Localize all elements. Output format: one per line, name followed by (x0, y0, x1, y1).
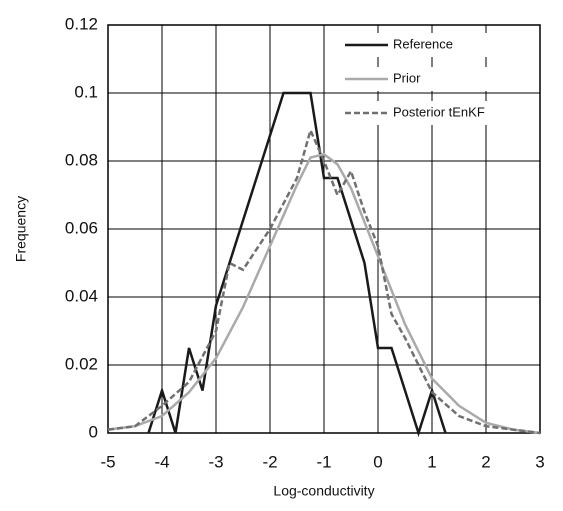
series-line (107, 152, 541, 435)
x-tick-label: 1 (427, 452, 436, 471)
legend-label: Prior (393, 70, 421, 85)
y-tick-label: 0.08 (65, 150, 98, 169)
x-tick-label: -1 (316, 452, 331, 471)
x-tick-label: -2 (262, 452, 277, 471)
x-tick-label: 0 (373, 452, 382, 471)
series-line (147, 91, 447, 438)
y-tick-label: 0.02 (65, 354, 98, 373)
y-tick-label: 0.04 (65, 286, 98, 305)
y-tick-label: 0.06 (65, 218, 98, 237)
x-tick-label: 2 (481, 452, 490, 471)
legend-label: Posterior tEnKF (393, 104, 485, 119)
y-tick-label: 0 (89, 422, 98, 441)
series-line (107, 126, 541, 435)
y-tick-label: 0.12 (65, 14, 98, 33)
legend-label: Reference (393, 36, 453, 51)
x-tick-label: -5 (100, 452, 115, 471)
x-axis-title: Log-conductivity (273, 483, 374, 499)
y-axis-title: Frequency (13, 196, 29, 262)
x-tick-label: 3 (535, 452, 544, 471)
x-tick-label: -3 (208, 452, 223, 471)
x-tick-label: -4 (154, 452, 169, 471)
plot-frame (107, 24, 541, 434)
y-tick-label: 0.1 (74, 82, 98, 101)
